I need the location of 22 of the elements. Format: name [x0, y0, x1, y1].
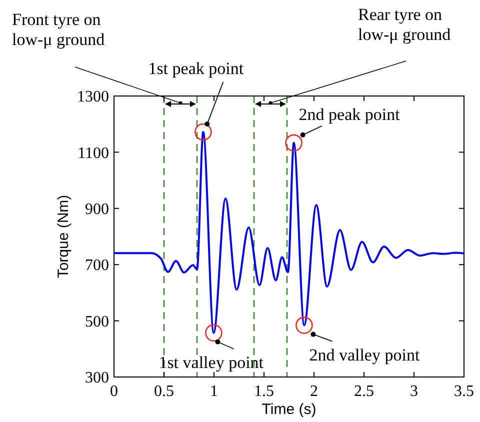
- y-tick-label: 700: [85, 257, 109, 274]
- y-axis-title: Torque (Nm): [55, 194, 72, 278]
- y-tick-label: 500: [85, 313, 109, 330]
- x-tick-label: 2.5: [354, 383, 374, 400]
- annotation: 1st peak point: [148, 58, 244, 78]
- y-tick-label: 300: [85, 370, 109, 387]
- x-tick-label: 1: [210, 383, 218, 400]
- x-axis-title: Time (s): [262, 401, 316, 418]
- annotation: 2nd peak point: [298, 104, 400, 124]
- x-tick-label: 0: [110, 383, 118, 400]
- x-tick-label: 3.5: [454, 383, 474, 400]
- x-tick-label: 3: [410, 383, 418, 400]
- x-tick-label: 1.5: [254, 383, 274, 400]
- annotation: 2nd valley point: [309, 345, 420, 364]
- text: Front tyre on low-μ ground: [12, 10, 106, 49]
- y-tick-label: 1100: [78, 144, 109, 162]
- annotation: 1st valley point: [158, 352, 264, 372]
- text: Rear tyre on low-μ ground: [358, 5, 452, 44]
- y-tick-label: 1300: [77, 88, 109, 106]
- x-tick-label: 2: [310, 383, 318, 400]
- x-tick-label: 0.5: [154, 383, 174, 400]
- y-tick-label: 900: [85, 201, 109, 218]
